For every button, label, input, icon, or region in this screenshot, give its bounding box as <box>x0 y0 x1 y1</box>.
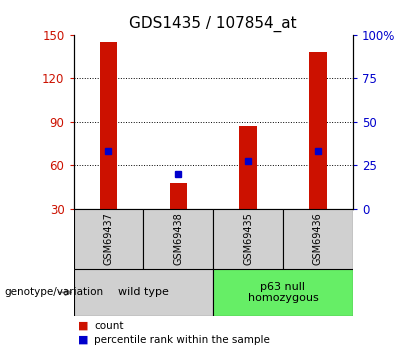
Bar <box>74 269 213 316</box>
Bar <box>100 42 117 209</box>
Text: percentile rank within the sample: percentile rank within the sample <box>94 335 270 345</box>
Bar <box>213 269 353 316</box>
Bar <box>283 209 353 269</box>
Text: ■: ■ <box>78 321 88 331</box>
Text: ■: ■ <box>78 335 88 345</box>
Bar <box>170 183 187 209</box>
Text: count: count <box>94 321 124 331</box>
Bar <box>213 209 283 269</box>
Text: wild type: wild type <box>118 287 169 297</box>
Text: p63 null
homozygous: p63 null homozygous <box>248 282 318 303</box>
Bar <box>143 209 213 269</box>
Bar <box>309 52 327 209</box>
Bar <box>239 126 257 209</box>
Text: GSM69437: GSM69437 <box>103 213 113 265</box>
Text: GSM69438: GSM69438 <box>173 213 183 265</box>
Bar <box>74 209 143 269</box>
Text: genotype/variation: genotype/variation <box>4 287 103 297</box>
Title: GDS1435 / 107854_at: GDS1435 / 107854_at <box>129 16 297 32</box>
Text: GSM69436: GSM69436 <box>313 213 323 265</box>
Text: GSM69435: GSM69435 <box>243 213 253 265</box>
